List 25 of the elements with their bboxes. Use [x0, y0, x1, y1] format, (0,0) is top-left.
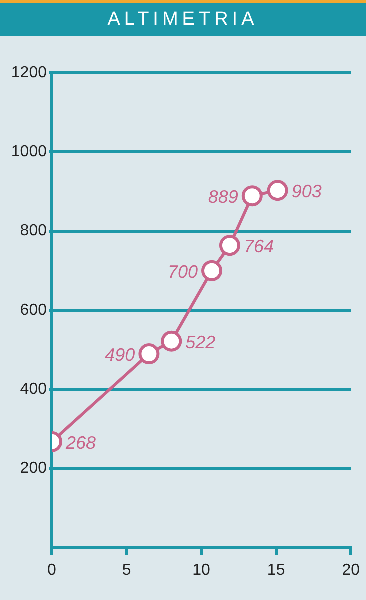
y-tick-label: 200	[20, 460, 48, 478]
data-label: 522	[186, 332, 216, 352]
y-tick-label: 600	[20, 302, 48, 319]
point	[138, 344, 160, 365]
y-tick-label: 1000	[11, 144, 48, 161]
point	[242, 186, 263, 207]
x-tick-label: 10	[192, 562, 211, 580]
data-label: 889	[208, 187, 238, 208]
data-label: 903	[292, 182, 322, 202]
point	[202, 260, 223, 282]
x-tick-label: 5	[122, 562, 132, 580]
y-tick-label: 800	[20, 222, 48, 240]
x-tick-label: 20	[342, 562, 360, 580]
y-tick-label: 1200	[11, 64, 48, 82]
y-tick-label: 400	[20, 381, 48, 398]
data-label: 268	[65, 432, 96, 453]
point	[267, 180, 288, 202]
point	[219, 235, 240, 256]
point	[161, 330, 182, 352]
chart-title: ALTIMETRIA	[0, 0, 366, 36]
x-tick-label: 0	[48, 562, 57, 580]
data-label: 700	[168, 262, 198, 282]
x-tick-label: 15	[267, 562, 286, 580]
data-label: 764	[244, 236, 274, 257]
data-label: 490	[105, 345, 136, 366]
